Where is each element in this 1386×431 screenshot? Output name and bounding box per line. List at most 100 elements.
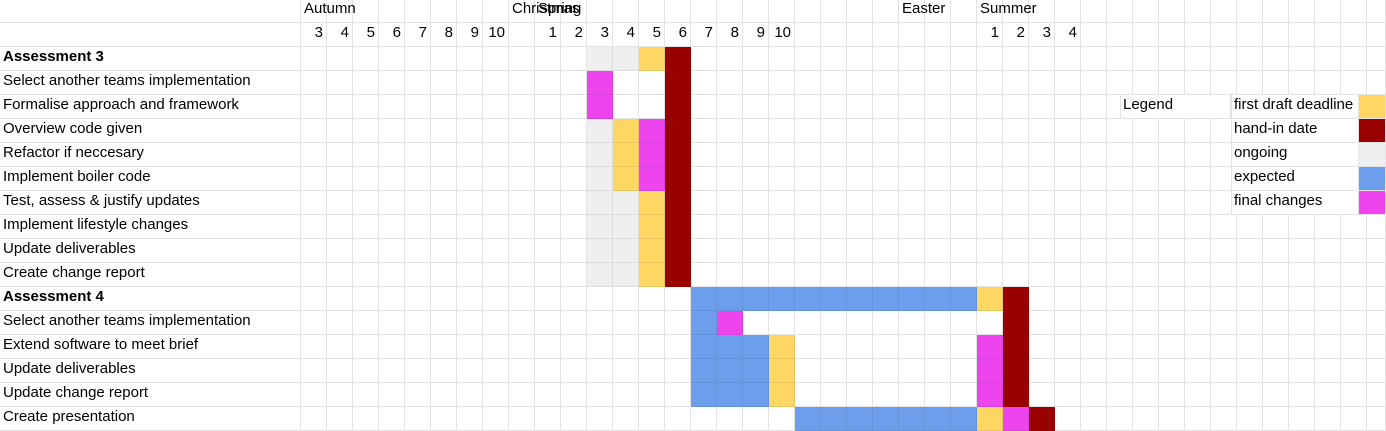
- grid-cell[interactable]: [665, 119, 691, 143]
- grid-cell[interactable]: [717, 47, 743, 71]
- grid-cell[interactable]: [379, 167, 405, 191]
- grid-cell[interactable]: [1263, 359, 1289, 383]
- grid-cell[interactable]: [899, 335, 925, 359]
- grid-cell[interactable]: [821, 95, 847, 119]
- grid-cell[interactable]: [1003, 47, 1029, 71]
- grid-cell[interactable]: [457, 0, 483, 23]
- grid-cell[interactable]: [951, 0, 977, 23]
- grid-cell[interactable]: [769, 119, 795, 143]
- grid-cell[interactable]: [1211, 383, 1237, 407]
- grid-cell[interactable]: [301, 359, 327, 383]
- grid-cell[interactable]: [769, 143, 795, 167]
- grid-cell[interactable]: [379, 335, 405, 359]
- grid-cell[interactable]: [951, 143, 977, 167]
- grid-cell[interactable]: [1237, 263, 1263, 287]
- grid-cell[interactable]: [561, 0, 587, 23]
- grid-cell[interactable]: [1211, 335, 1237, 359]
- grid-cell[interactable]: [405, 383, 431, 407]
- grid-cell[interactable]: [1081, 119, 1107, 143]
- grid-cell[interactable]: [1107, 239, 1133, 263]
- grid-cell[interactable]: [353, 263, 379, 287]
- grid-cell[interactable]: [483, 0, 509, 23]
- grid-cell[interactable]: [457, 263, 483, 287]
- grid-cell[interactable]: [0, 95, 301, 119]
- grid-cell[interactable]: [717, 335, 743, 359]
- grid-cell[interactable]: [821, 143, 847, 167]
- grid-cell[interactable]: [561, 359, 587, 383]
- grid-cell[interactable]: [509, 0, 535, 23]
- grid-cell[interactable]: [0, 311, 301, 335]
- grid-cell[interactable]: [405, 95, 431, 119]
- grid-cell[interactable]: [925, 383, 951, 407]
- grid-cell[interactable]: [587, 119, 613, 143]
- grid-cell[interactable]: [561, 191, 587, 215]
- grid-cell[interactable]: [1289, 407, 1315, 431]
- grid-cell[interactable]: [795, 383, 821, 407]
- grid-cell[interactable]: [821, 287, 847, 311]
- grid-cell[interactable]: [431, 191, 457, 215]
- grid-cell[interactable]: [743, 263, 769, 287]
- grid-cell[interactable]: [743, 0, 769, 23]
- grid-cell[interactable]: [1133, 71, 1159, 95]
- grid-cell[interactable]: [405, 0, 431, 23]
- grid-cell[interactable]: [977, 263, 1003, 287]
- grid-cell[interactable]: [1081, 407, 1107, 431]
- grid-cell[interactable]: [509, 47, 535, 71]
- grid-cell[interactable]: [821, 263, 847, 287]
- grid-cell[interactable]: [795, 407, 821, 431]
- grid-cell[interactable]: [1289, 71, 1315, 95]
- grid-cell[interactable]: [1159, 263, 1185, 287]
- grid-cell[interactable]: [1081, 263, 1107, 287]
- grid-cell[interactable]: [717, 167, 743, 191]
- grid-cell[interactable]: [353, 95, 379, 119]
- grid-cell[interactable]: [795, 71, 821, 95]
- grid-cell[interactable]: [405, 119, 431, 143]
- grid-cell[interactable]: [483, 407, 509, 431]
- grid-cell[interactable]: [509, 23, 535, 47]
- grid-cell[interactable]: [1133, 335, 1159, 359]
- grid-cell[interactable]: [795, 311, 821, 335]
- grid-cell[interactable]: [1315, 287, 1341, 311]
- grid-cell[interactable]: [535, 95, 561, 119]
- grid-cell[interactable]: [639, 311, 665, 335]
- grid-cell[interactable]: [899, 119, 925, 143]
- grid-cell[interactable]: [977, 287, 1003, 311]
- grid-cell[interactable]: [1133, 191, 1159, 215]
- grid-cell[interactable]: [1289, 335, 1315, 359]
- grid-cell[interactable]: [379, 239, 405, 263]
- grid-cell[interactable]: [457, 335, 483, 359]
- grid-cell[interactable]: [327, 407, 353, 431]
- grid-cell[interactable]: [1367, 215, 1386, 239]
- grid-cell[interactable]: [613, 143, 639, 167]
- grid-cell[interactable]: [873, 215, 899, 239]
- grid-cell[interactable]: [327, 119, 353, 143]
- grid-cell[interactable]: [535, 407, 561, 431]
- grid-cell[interactable]: [795, 359, 821, 383]
- grid-cell[interactable]: [483, 95, 509, 119]
- grid-cell[interactable]: [483, 359, 509, 383]
- grid-cell[interactable]: [1237, 359, 1263, 383]
- grid-cell[interactable]: [639, 119, 665, 143]
- grid-cell[interactable]: [1211, 215, 1237, 239]
- grid-cell[interactable]: [535, 311, 561, 335]
- grid-cell[interactable]: [0, 47, 301, 71]
- grid-cell[interactable]: [847, 191, 873, 215]
- grid-cell[interactable]: [1003, 23, 1029, 47]
- grid-cell[interactable]: [873, 335, 899, 359]
- grid-cell[interactable]: [1341, 215, 1367, 239]
- grid-cell[interactable]: [327, 0, 353, 23]
- grid-cell[interactable]: [821, 335, 847, 359]
- grid-cell[interactable]: [379, 311, 405, 335]
- grid-cell[interactable]: [1133, 23, 1159, 47]
- grid-cell[interactable]: [1289, 311, 1315, 335]
- grid-cell[interactable]: [535, 287, 561, 311]
- grid-cell[interactable]: [847, 143, 873, 167]
- grid-cell[interactable]: [795, 167, 821, 191]
- grid-cell[interactable]: [1211, 71, 1237, 95]
- grid-cell[interactable]: [717, 143, 743, 167]
- grid-cell[interactable]: [1367, 263, 1386, 287]
- grid-cell[interactable]: [1133, 311, 1159, 335]
- grid-cell[interactable]: [821, 0, 847, 23]
- grid-cell[interactable]: [1159, 119, 1185, 143]
- grid-cell[interactable]: [1055, 95, 1081, 119]
